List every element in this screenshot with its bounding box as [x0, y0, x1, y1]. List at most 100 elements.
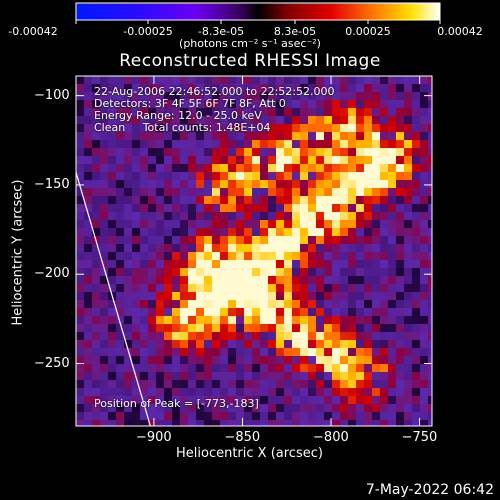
- heatmap-cell: [348, 404, 356, 412]
- heatmap-cell: [420, 396, 428, 404]
- heatmap-cell: [412, 324, 420, 332]
- heatmap-cell: [308, 236, 316, 244]
- heatmap-cell: [380, 204, 388, 212]
- heatmap-cell: [292, 412, 300, 420]
- heatmap-cell: [212, 316, 220, 324]
- heatmap-cell: [84, 100, 92, 108]
- heatmap-cell: [276, 372, 284, 380]
- heatmap-cell: [284, 420, 292, 426]
- heatmap-cell: [340, 276, 348, 284]
- heatmap-cell: [132, 276, 140, 284]
- heatmap-cell: [172, 100, 180, 108]
- heatmap-cell: [92, 116, 100, 124]
- heatmap-cell: [372, 132, 380, 140]
- heatmap-cell: [396, 284, 404, 292]
- heatmap-cell: [100, 164, 108, 172]
- heatmap-cell: [212, 236, 220, 244]
- heatmap-cell: [196, 316, 204, 324]
- heatmap-cell: [356, 180, 364, 188]
- heatmap-cell: [308, 164, 316, 172]
- heatmap-cell: [428, 228, 432, 236]
- heatmap-cell: [236, 100, 244, 108]
- heatmap-cell: [196, 172, 204, 180]
- heatmap-cell: [148, 108, 156, 116]
- heatmap-cell: [324, 156, 332, 164]
- heatmap-cell: [332, 204, 340, 212]
- heatmap-cell: [308, 316, 316, 324]
- heatmap-cell: [172, 276, 180, 284]
- heatmap-cell: [76, 412, 84, 420]
- heatmap-cell: [252, 180, 260, 188]
- heatmap-cell: [164, 388, 172, 396]
- heatmap-cell: [316, 412, 324, 420]
- heatmap-cell: [388, 188, 396, 196]
- heatmap-cell: [84, 212, 92, 220]
- heatmap-cell: [388, 292, 396, 300]
- heatmap-cell: [108, 284, 116, 292]
- heatmap-cell: [412, 356, 420, 364]
- heatmap-cell: [404, 260, 412, 268]
- heatmap-cell: [76, 124, 84, 132]
- heatmap-cell: [324, 76, 332, 84]
- heatmap-cell: [196, 132, 204, 140]
- heatmap-cell: [420, 212, 428, 220]
- heatmap-cell: [412, 148, 420, 156]
- heatmap-cell: [292, 372, 300, 380]
- heatmap-cell: [316, 164, 324, 172]
- heatmap-cell: [348, 100, 356, 108]
- colorbar: [75, 2, 441, 21]
- heatmap-cell: [404, 236, 412, 244]
- heatmap-cell: [140, 380, 148, 388]
- heatmap-cell: [428, 76, 432, 84]
- heatmap-cell: [412, 252, 420, 260]
- heatmap-cell: [108, 140, 116, 148]
- heatmap-cell: [260, 396, 268, 404]
- heatmap-cell: [204, 188, 212, 196]
- heatmap-cell: [276, 76, 284, 84]
- heatmap-cell: [180, 372, 188, 380]
- heatmap-cell: [292, 84, 300, 92]
- heatmap-cell: [124, 228, 132, 236]
- heatmap-cell: [396, 228, 404, 236]
- heatmap-cell: [180, 228, 188, 236]
- heatmap-cell: [340, 204, 348, 212]
- heatmap-cell: [212, 308, 220, 316]
- heatmap-cell: [188, 356, 196, 364]
- heatmap-cell: [396, 388, 404, 396]
- heatmap-cell: [276, 316, 284, 324]
- heatmap-cell: [284, 180, 292, 188]
- heatmap-cell: [116, 308, 124, 316]
- heatmap-cell: [428, 388, 432, 396]
- heatmap-cell: [172, 84, 180, 92]
- heatmap-cell: [172, 148, 180, 156]
- heatmap-cell: [236, 332, 244, 340]
- heatmap-cell: [396, 316, 404, 324]
- heatmap-cell: [100, 300, 108, 308]
- heatmap-cell: [188, 108, 196, 116]
- heatmap-cell: [372, 92, 380, 100]
- heatmap-cell: [364, 252, 372, 260]
- heatmap-cell: [340, 172, 348, 180]
- heatmap-cell: [124, 76, 132, 84]
- heatmap-cell: [116, 332, 124, 340]
- heatmap-cell: [356, 164, 364, 172]
- heatmap-cell: [268, 356, 276, 364]
- heatmap-cell: [364, 228, 372, 236]
- heatmap-cell: [380, 420, 388, 426]
- heatmap-cell: [164, 196, 172, 204]
- heatmap-cell: [340, 380, 348, 388]
- heatmap-cell: [100, 372, 108, 380]
- heatmap-cell: [308, 172, 316, 180]
- heatmap-cell: [156, 156, 164, 164]
- heatmap-cell: [404, 124, 412, 132]
- heatmap-cell: [84, 356, 92, 364]
- heatmap-cell: [252, 348, 260, 356]
- heatmap-cell: [412, 100, 420, 108]
- y-tick-label: −150: [34, 176, 70, 192]
- heatmap-cell: [252, 420, 260, 426]
- heatmap-cell: [364, 156, 372, 164]
- heatmap-cell: [340, 324, 348, 332]
- heatmap-cell: [76, 228, 84, 236]
- heatmap-cell: [300, 300, 308, 308]
- heatmap-cell: [332, 92, 340, 100]
